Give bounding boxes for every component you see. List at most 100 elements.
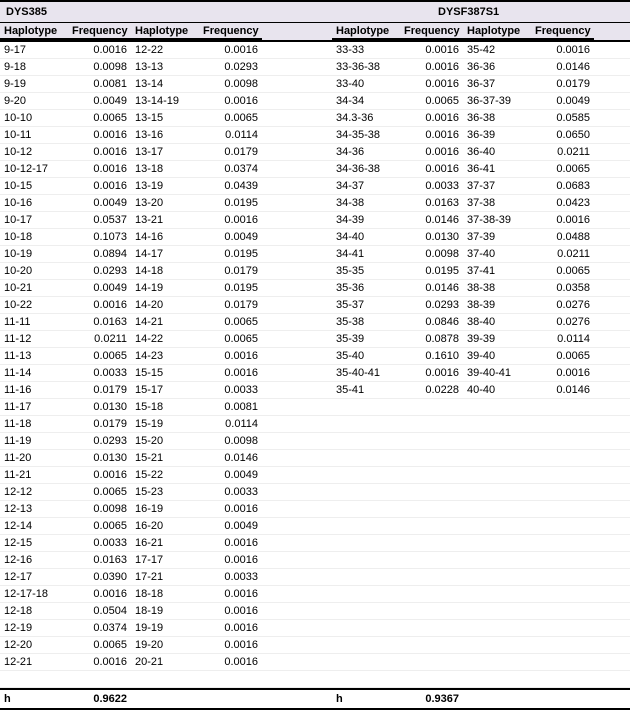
cell-haplotype xyxy=(332,399,400,415)
cell-frequency: 0.0146 xyxy=(400,280,463,296)
cell-frequency: 0.0016 xyxy=(199,535,262,551)
cell-frequency: 0.0016 xyxy=(531,212,594,228)
cell-haplotype: 38-38 xyxy=(463,280,531,296)
cell-haplotype: 37-37 xyxy=(463,178,531,194)
cell-haplotype: 33-33 xyxy=(332,42,400,58)
spacer xyxy=(262,569,332,585)
cell-frequency: 0.0065 xyxy=(68,637,131,653)
spacer xyxy=(262,654,332,670)
cell-haplotype: 13-19 xyxy=(131,178,199,194)
cell-haplotype: 12-14 xyxy=(0,518,68,534)
cell-frequency: 0.0098 xyxy=(68,59,131,75)
h-value-1: 0.9622 xyxy=(68,690,131,708)
cell-haplotype: 38-39 xyxy=(463,297,531,313)
cell-haplotype xyxy=(332,450,400,466)
spacer xyxy=(262,518,332,534)
cell-haplotype: 17-21 xyxy=(131,569,199,585)
cell-frequency: 0.0163 xyxy=(68,552,131,568)
cell-haplotype xyxy=(332,586,400,602)
cell-haplotype xyxy=(463,518,531,534)
cell-haplotype: 11-13 xyxy=(0,348,68,364)
cell-haplotype: 12-21 xyxy=(0,654,68,670)
h-label-2: h xyxy=(332,690,400,708)
cell-frequency: 0.0016 xyxy=(199,42,262,58)
cell-frequency xyxy=(531,637,594,653)
cell-frequency xyxy=(531,433,594,449)
cell-frequency: 0.1610 xyxy=(400,348,463,364)
spacer xyxy=(262,23,332,40)
cell-haplotype: 10-12-17 xyxy=(0,161,68,177)
cell-haplotype: 34.3-36 xyxy=(332,110,400,126)
cell-haplotype: 11-14 xyxy=(0,365,68,381)
cell-haplotype: 12-16 xyxy=(0,552,68,568)
cell-haplotype xyxy=(463,637,531,653)
cell-frequency: 0.0065 xyxy=(400,93,463,109)
cell-haplotype xyxy=(332,535,400,551)
table-row: 11-160.017915-170.003335-410.022840-400.… xyxy=(0,382,630,399)
cell-frequency xyxy=(400,433,463,449)
table-row: 12-130.009816-190.0016 xyxy=(0,501,630,518)
cell-frequency: 0.0016 xyxy=(531,365,594,381)
section2-title: DYSF387S1 xyxy=(432,2,630,22)
cell-frequency: 0.1073 xyxy=(68,229,131,245)
cell-haplotype: 10-15 xyxy=(0,178,68,194)
cell-frequency xyxy=(400,637,463,653)
cell-frequency: 0.0016 xyxy=(199,348,262,364)
cell-frequency: 0.0374 xyxy=(68,620,131,636)
table-row: 9-180.009813-130.029333-36-380.001636-36… xyxy=(0,59,630,76)
cell-frequency: 0.0358 xyxy=(531,280,594,296)
spacer xyxy=(262,212,332,228)
cell-haplotype: 34-41 xyxy=(332,246,400,262)
cell-haplotype xyxy=(463,586,531,602)
cell-haplotype xyxy=(463,535,531,551)
cell-haplotype: 15-19 xyxy=(131,416,199,432)
col-header-frequency: Frequency xyxy=(400,23,463,40)
cell-haplotype xyxy=(332,620,400,636)
h-label-1: h xyxy=(0,690,68,708)
cell-frequency: 0.0049 xyxy=(199,229,262,245)
cell-frequency: 0.0033 xyxy=(199,382,262,398)
table-row: 12-140.006516-200.0049 xyxy=(0,518,630,535)
spacer xyxy=(262,484,332,500)
cell-haplotype: 10-17 xyxy=(0,212,68,228)
cell-haplotype: 11-19 xyxy=(0,433,68,449)
table-row: 12-200.006519-200.0016 xyxy=(0,637,630,654)
cell-haplotype: 40-40 xyxy=(463,382,531,398)
cell-haplotype: 13-16 xyxy=(131,127,199,143)
cell-frequency: 0.0146 xyxy=(531,382,594,398)
cell-frequency: 0.0390 xyxy=(68,569,131,585)
spacer xyxy=(262,161,332,177)
cell-haplotype: 11-17 xyxy=(0,399,68,415)
spacer xyxy=(262,501,332,517)
table-row: 12-160.016317-170.0016 xyxy=(0,552,630,569)
cell-haplotype: 13-21 xyxy=(131,212,199,228)
table-row: 10-190.089414-170.019534-410.009837-400.… xyxy=(0,246,630,263)
cell-haplotype xyxy=(463,433,531,449)
spacer xyxy=(262,144,332,160)
cell-frequency xyxy=(400,552,463,568)
table-row: 12-210.001620-210.0016 xyxy=(0,654,630,671)
cell-frequency: 0.0130 xyxy=(68,450,131,466)
cell-haplotype xyxy=(463,603,531,619)
cell-frequency: 0.0683 xyxy=(531,178,594,194)
spacer xyxy=(262,127,332,143)
spacer xyxy=(262,178,332,194)
cell-frequency: 0.0065 xyxy=(68,110,131,126)
spacer xyxy=(262,467,332,483)
table-row: 11-170.013015-180.0081 xyxy=(0,399,630,416)
cell-haplotype: 34-36-38 xyxy=(332,161,400,177)
cell-haplotype: 9-20 xyxy=(0,93,68,109)
cell-frequency: 0.0211 xyxy=(531,246,594,262)
cell-frequency: 0.0065 xyxy=(531,161,594,177)
cell-haplotype: 33-40 xyxy=(332,76,400,92)
table-row: 9-200.004913-14-190.001634-340.006536-37… xyxy=(0,93,630,110)
cell-haplotype: 39-40 xyxy=(463,348,531,364)
cell-frequency: 0.0488 xyxy=(531,229,594,245)
cell-haplotype: 12-15 xyxy=(0,535,68,551)
cell-haplotype xyxy=(332,603,400,619)
cell-haplotype xyxy=(332,637,400,653)
cell-haplotype xyxy=(463,399,531,415)
cell-frequency: 0.0065 xyxy=(68,484,131,500)
cell-haplotype: 12-18 xyxy=(0,603,68,619)
cell-haplotype: 15-22 xyxy=(131,467,199,483)
